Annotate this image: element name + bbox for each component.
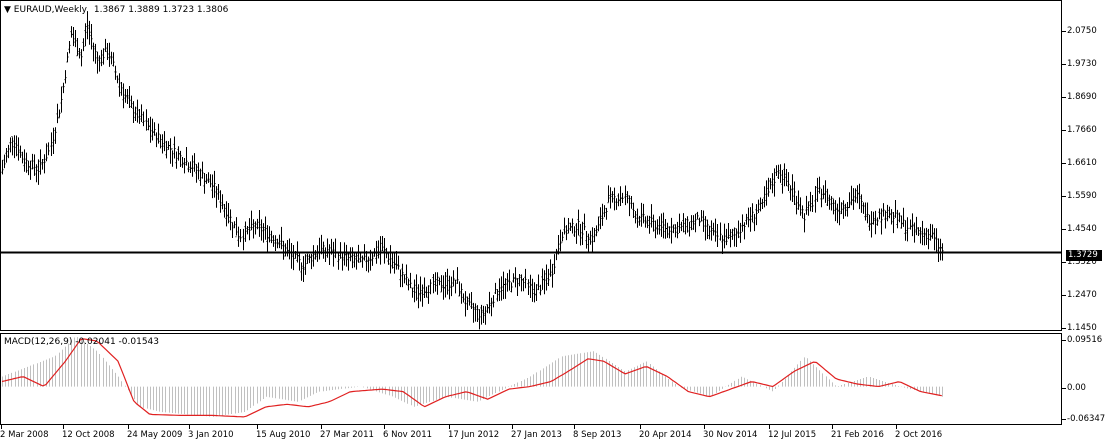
price-axis-label: 1.6610: [1067, 158, 1097, 168]
time-axis-label: 2 Mar 2008: [0, 430, 49, 440]
time-axis-tick: [321, 425, 322, 429]
time-axis-label: 24 May 2009: [127, 430, 183, 440]
time-axis-tick: [449, 425, 450, 429]
price-axis-label: 1.9730: [1067, 59, 1097, 69]
price-axis-label: 1.8690: [1067, 92, 1097, 102]
macd-axis-label: 0.00: [1067, 383, 1086, 393]
time-axis-label: 27 Jan 2013: [511, 430, 562, 440]
price-axis-label: 1.5590: [1067, 191, 1097, 201]
time-axis-tick: [512, 425, 513, 429]
time-axis-label: 8 Sep 2013: [573, 430, 622, 440]
macd-axis-tick: [1062, 388, 1066, 389]
time-axis-label: 30 Nov 2014: [703, 430, 758, 440]
time-axis-tick: [574, 425, 575, 429]
price-axis-label: 2.0750: [1067, 26, 1097, 36]
price-axis-tick: [1062, 295, 1066, 296]
time-axis-tick: [384, 425, 385, 429]
chart-caption: ▼ EURAUD,Weekly 1.3867 1.3889 1.3723 1.3…: [4, 5, 228, 15]
price-axis-tick: [1062, 196, 1066, 197]
time-axis-label: 15 Aug 2010: [256, 430, 311, 440]
time-axis-tick: [63, 425, 64, 429]
time-axis-label: 12 Jul 2015: [768, 430, 817, 440]
time-axis-label: 27 Mar 2011: [320, 430, 374, 440]
ohlc-values: 1.3867 1.3889 1.3723 1.3806: [93, 5, 229, 15]
price-axis-tick: [1062, 97, 1066, 98]
price-axis-tick: [1062, 262, 1066, 263]
time-axis-label: 6 Nov 2011: [383, 430, 433, 440]
price-axis-tick: [1062, 328, 1066, 329]
price-axis-tick: [1062, 31, 1066, 32]
macd-signal-line: [1, 338, 942, 418]
time-axis-tick: [189, 425, 190, 429]
price-axis-tick: [1062, 229, 1066, 230]
caption-arrow-icon[interactable]: ▼: [4, 5, 11, 15]
price-axis-tick: [1062, 64, 1066, 65]
time-axis-tick: [1, 425, 2, 429]
time-axis-label: 21 Feb 2016: [831, 430, 884, 440]
time-axis-label: 2 Oct 2016: [895, 430, 943, 440]
macd-axis-label: 0.09516: [1067, 335, 1103, 345]
price-axis-label: 1.2470: [1067, 290, 1097, 300]
time-axis-tick: [128, 425, 129, 429]
current-price-tag: 1.3729: [1066, 250, 1102, 261]
time-axis-tick: [769, 425, 770, 429]
time-axis-tick: [640, 425, 641, 429]
macd-axis-label: -0.06347: [1067, 414, 1105, 424]
time-axis-tick: [832, 425, 833, 429]
price-axis-label: 1.4540: [1067, 224, 1097, 234]
price-axis-label: 1.3520: [1067, 257, 1097, 267]
time-axis-label: 20 Apr 2014: [639, 430, 692, 440]
time-axis-tick: [704, 425, 705, 429]
macd-axis-tick: [1062, 340, 1066, 341]
time-axis-label: 12 Oct 2008: [62, 430, 115, 440]
price-axis-tick: [1062, 163, 1066, 164]
macd-caption: MACD(12,26,9) -0.02041 -0.01543: [4, 337, 160, 347]
price-axis-tick: [1062, 130, 1066, 131]
macd-axis-tick: [1062, 419, 1066, 420]
symbol-label: EURAUD,Weekly: [13, 5, 87, 15]
time-axis-label: 3 Jan 2010: [188, 430, 234, 440]
price-axis-label: 1.1450: [1067, 323, 1097, 333]
price-axis-label: 1.7660: [1067, 125, 1097, 135]
time-axis-label: 17 Jun 2012: [448, 430, 500, 440]
time-axis-tick: [896, 425, 897, 429]
time-axis-tick: [257, 425, 258, 429]
